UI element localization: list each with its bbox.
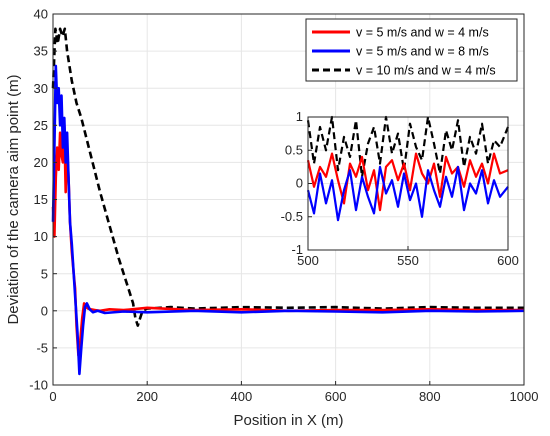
main-y-tick-label: 30: [34, 81, 48, 96]
inset-x-ticks: 500 550 600: [297, 246, 519, 268]
inset-x-tick-label: 550: [397, 253, 419, 268]
inset-x-tick-label: 600: [497, 253, 519, 268]
main-series-group: [51, 27, 525, 376]
legend-items: v = 5 m/s and w = 4 m/s v = 5 m/s and w =…: [312, 26, 496, 78]
legend-label-1: v = 5 m/s and w = 4 m/s: [356, 26, 489, 40]
main-series-line-2: [51, 64, 525, 376]
inset-series-line-2: [306, 165, 509, 222]
inset-y-tick-label: 1: [296, 109, 303, 124]
inset-y-ticks: -1 -0.5 0 0.5 1: [281, 109, 312, 257]
main-x-tick-label: 0: [49, 389, 56, 404]
inset-y-tick-label: -1: [291, 242, 303, 257]
main-series-line-3: [51, 27, 524, 327]
inset-x-tick-label: 500: [297, 253, 319, 268]
main-y-tick-label: 15: [34, 192, 48, 207]
main-y-tick-label: 35: [34, 44, 48, 59]
inset-series-group: [306, 115, 510, 222]
legend-label-2: v = 5 m/s and w = 8 m/s: [356, 45, 489, 59]
main-y-tick-label: 10: [34, 229, 48, 244]
main-y-tick-label: -5: [36, 340, 48, 355]
inset-chart: 500 550 600 -1 -0.5 0 0.5 1: [281, 109, 519, 268]
main-x-tick-label: 600: [325, 389, 347, 404]
inset-series-line-3: [306, 115, 510, 178]
main-y-ticks: -10 -5 0 5 10 15 20 25 30 35 40: [29, 7, 57, 393]
main-y-tick-label: 20: [34, 155, 48, 170]
main-y-tick-label: 0: [41, 303, 48, 318]
x-axis-label: Position in X (m): [233, 412, 343, 429]
legend: v = 5 m/s and w = 4 m/s v = 5 m/s and w =…: [305, 18, 518, 82]
main-x-ticks: 0 200 400 600 800 1000: [49, 381, 538, 404]
inset-y-tick-label: -0.5: [281, 209, 303, 224]
main-y-tick-label: -10: [29, 378, 48, 393]
main-series-line-1: [51, 124, 524, 357]
legend-label-3: v = 10 m/s and w = 4 m/s: [356, 64, 496, 78]
inset-y-tick-label: 0.5: [285, 142, 303, 157]
main-y-tick-label: 40: [34, 7, 48, 22]
main-y-tick-label: 5: [41, 266, 48, 281]
main-x-tick-label: 200: [136, 389, 158, 404]
inset-series-line-1: [306, 152, 509, 212]
main-x-tick-label: 400: [231, 389, 253, 404]
main-x-tick-label: 800: [419, 389, 441, 404]
main-x-tick-label: 1000: [510, 389, 539, 404]
main-y-tick-label: 25: [34, 118, 48, 133]
y-axis-label: Deviation of the camera aim point (m): [5, 74, 22, 324]
inset-y-tick-label: 0: [296, 176, 303, 191]
